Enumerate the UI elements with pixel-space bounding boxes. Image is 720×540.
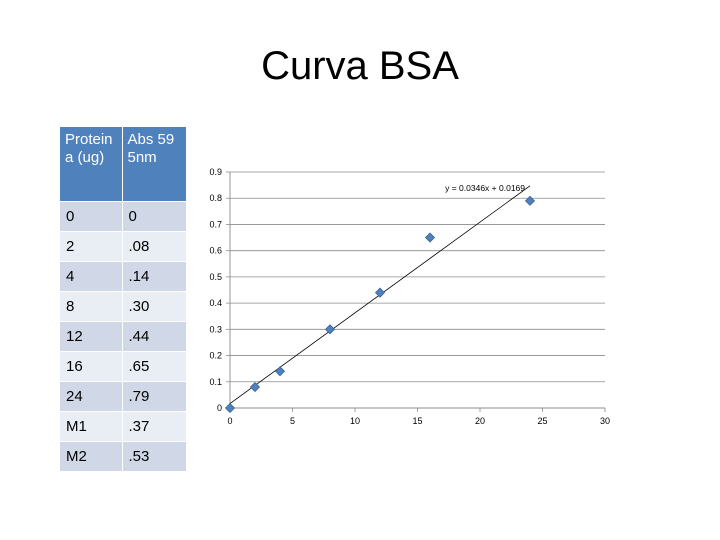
- cell-absorbance: .37: [122, 411, 186, 442]
- cell-protein: 0: [60, 201, 123, 232]
- data-point: [374, 287, 386, 298]
- cell-absorbance: .65: [122, 351, 186, 382]
- data-point: [324, 324, 336, 335]
- data-point: [274, 366, 286, 377]
- x-tick-label: 25: [537, 416, 547, 426]
- table-row: M1.37: [60, 411, 186, 442]
- data-point: [224, 402, 236, 414]
- table-row: 2.08: [60, 231, 186, 262]
- cell-protein: 12: [60, 321, 123, 352]
- cell-protein: 24: [60, 381, 123, 412]
- y-tick-label: 0.6: [209, 246, 222, 256]
- cell-absorbance: .14: [122, 261, 186, 292]
- data-points: [224, 195, 536, 414]
- y-tick-label: 0.3: [209, 324, 222, 334]
- y-tick-label: 0.9: [209, 167, 222, 177]
- cell-absorbance: 0: [122, 201, 186, 232]
- cell-protein: M2: [60, 441, 123, 471]
- cell-protein: 4: [60, 261, 123, 292]
- axes: [226, 171, 606, 412]
- table-row: M2.53: [60, 441, 186, 471]
- data-point: [424, 232, 436, 243]
- trendline-equation: y = 0.0346x + 0.0169: [445, 183, 525, 193]
- table-row: 4.14: [60, 261, 186, 292]
- y-tick-label: 0.7: [209, 219, 222, 229]
- x-tick-label: 15: [412, 416, 422, 426]
- cell-protein: M1: [60, 411, 123, 442]
- table-row: 16.65: [60, 351, 186, 382]
- cell-absorbance: .53: [122, 441, 186, 471]
- x-tick-label: 5: [290, 416, 295, 426]
- y-tick-labels: 0 0.1 0.2 0.3 0.4 0.5 0.6 0.7 0.8 0.9: [209, 167, 222, 413]
- grid-lines: [230, 171, 605, 383]
- header-absorbance: Abs 595nm: [122, 127, 186, 202]
- x-tick-label: 0: [227, 416, 232, 426]
- cell-protein: 8: [60, 291, 123, 322]
- x-tick-label: 20: [475, 416, 485, 426]
- x-tick-labels: 0 5 10 15 20 25 30: [227, 416, 610, 426]
- y-tick-label: 0.8: [209, 193, 222, 203]
- cell-absorbance: .08: [122, 231, 186, 262]
- scatter-chart: 0 5 10 15 20 25 30 0 0.1 0.2 0.3 0.4 0.5 0.6 0.7 0.8 0.…: [209, 167, 610, 426]
- table-header-row: Proteina (ug) Abs 595nm: [60, 127, 186, 202]
- slide-title: Curva BSA: [261, 44, 459, 88]
- y-tick-label: 0.5: [209, 272, 222, 282]
- x-tick-label: 30: [600, 416, 610, 426]
- header-protein: Proteina (ug): [60, 127, 123, 202]
- y-tick-label: 0.4: [209, 298, 222, 308]
- y-tick-label: 0.1: [209, 377, 222, 387]
- cell-absorbance: .30: [122, 291, 186, 322]
- y-tick-label: 0.2: [209, 351, 222, 361]
- table-row: 12.44: [60, 321, 186, 352]
- y-tick-label: 0: [217, 403, 222, 413]
- data-point: [249, 381, 261, 393]
- table-row: 24.79: [60, 381, 186, 412]
- table-row: 8.30: [60, 291, 186, 322]
- x-tick-label: 10: [350, 416, 360, 426]
- cell-protein: 16: [60, 351, 123, 382]
- cell-absorbance: .79: [122, 381, 186, 412]
- data-point: [524, 195, 536, 206]
- cell-absorbance: .44: [122, 321, 186, 352]
- cell-protein: 2: [60, 231, 123, 262]
